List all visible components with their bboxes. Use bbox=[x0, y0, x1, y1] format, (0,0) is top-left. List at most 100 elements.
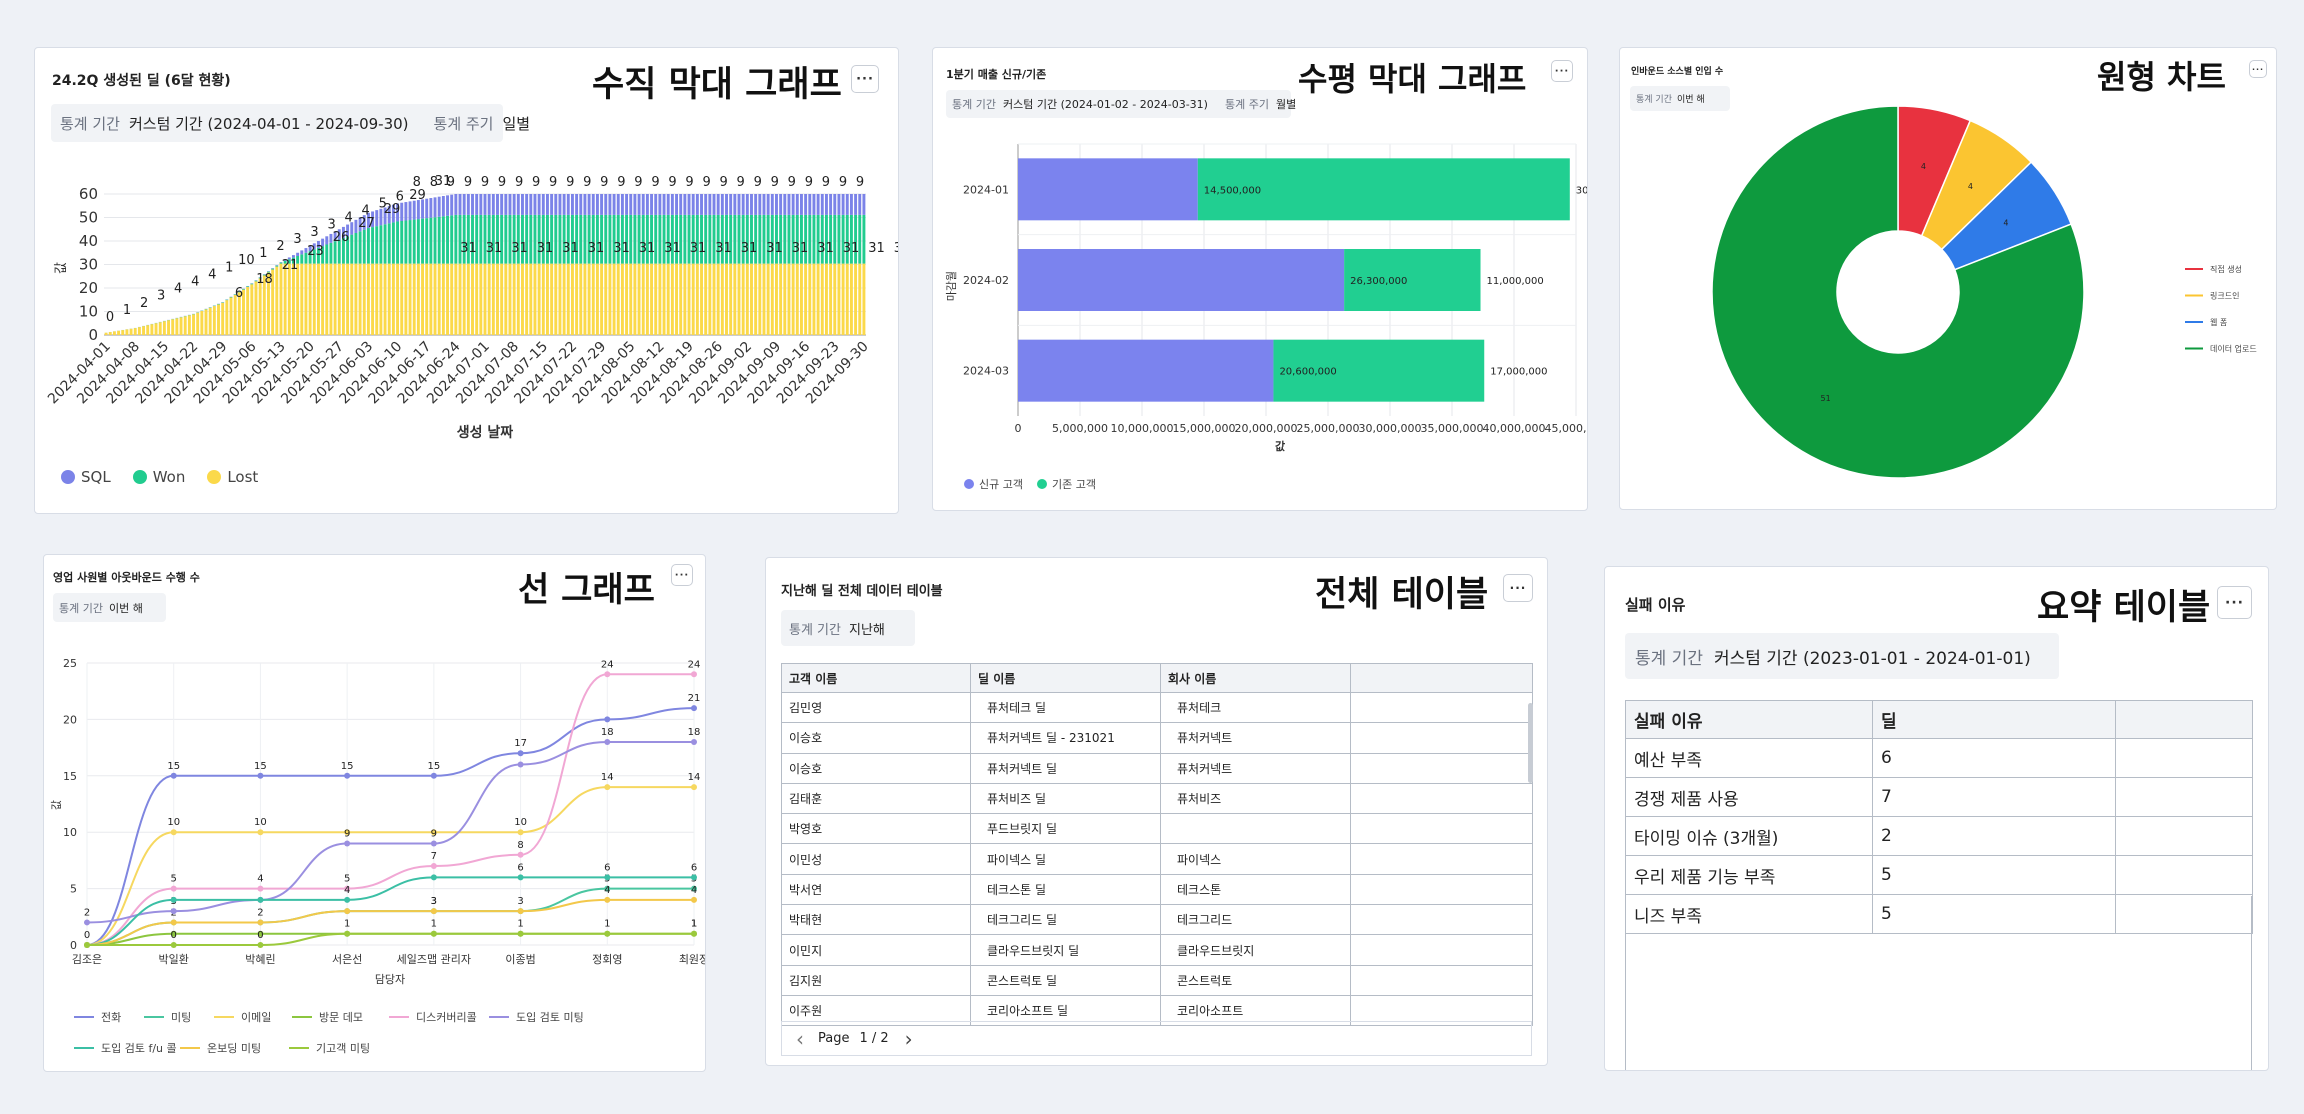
bar-sql bbox=[446, 195, 449, 216]
table-row[interactable]: 예산 부족 6 bbox=[1625, 738, 2253, 778]
deal-name-cell[interactable]: 푸드브릿지 딜 bbox=[970, 813, 1161, 845]
more-button[interactable]: ··· bbox=[1503, 574, 1533, 602]
empty-cell bbox=[1350, 964, 1533, 996]
deal-name-cell[interactable]: 퓨처커넥트 딜 bbox=[970, 752, 1161, 784]
y-tick-label: 50 bbox=[79, 209, 98, 227]
more-button[interactable]: ··· bbox=[851, 65, 879, 93]
deal-count-cell[interactable]: 6 bbox=[1872, 738, 2116, 778]
deal-count-cell[interactable]: 5 bbox=[1872, 894, 2116, 934]
header-deal-name[interactable]: 딜 이름 bbox=[970, 663, 1161, 693]
filter-bar[interactable]: 통계 기간 이번 해 bbox=[1630, 86, 1730, 111]
customer-name-cell[interactable]: 김태훈 bbox=[781, 782, 971, 815]
period-value[interactable]: 커스텀 기간 (2024-04-01 - 2024-09-30) bbox=[128, 114, 409, 133]
deal-name-cell[interactable]: 테크그리드 딜 bbox=[970, 904, 1161, 936]
pie-chart-card: 인바운드 소스별 인입 수 원형 차트 ··· 통계 기간 이번 해 4 4 4 51… bbox=[1619, 47, 2277, 510]
table-row[interactable]: 김지원 콘스트럭토 딜 콘스트럭토 bbox=[781, 964, 1533, 996]
cycle-value[interactable]: 일별 bbox=[502, 114, 531, 133]
bar-sql bbox=[833, 194, 837, 215]
header-company-name[interactable]: 회사 이름 bbox=[1160, 663, 1351, 693]
company-name-cell[interactable]: 클라우드브릿지 bbox=[1160, 934, 1351, 966]
table-row[interactable]: 박태현 테크그리드 딜 테크그리드 bbox=[781, 904, 1533, 936]
table-row[interactable]: 우리 제품 기능 부족 5 bbox=[1625, 855, 2253, 895]
series-point bbox=[430, 829, 437, 836]
customer-name-cell[interactable]: 김지원 bbox=[781, 964, 971, 996]
next-page-icon[interactable]: › bbox=[904, 1026, 913, 1051]
table-row[interactable]: 박영호 푸드브릿지 딜 bbox=[781, 813, 1533, 845]
company-name-cell[interactable]: 테크그리드 bbox=[1160, 904, 1351, 936]
filter-bar[interactable]: 통계 기간 커스텀 기간 (2024-04-01 - 2024-09-30) 통… bbox=[51, 104, 530, 142]
table-row[interactable]: 이승호 퓨처커넥트 딜 퓨처커넥트 bbox=[781, 752, 1533, 784]
customer-name-cell[interactable]: 이승호 bbox=[781, 752, 971, 784]
customer-name-cell[interactable]: 이민성 bbox=[781, 843, 971, 875]
bar-sql bbox=[683, 194, 687, 215]
bar-lost bbox=[441, 263, 445, 335]
failure-reason-cell[interactable]: 우리 제품 기능 부족 bbox=[1625, 855, 1873, 895]
prev-page-icon[interactable]: ‹ bbox=[796, 1026, 804, 1051]
more-button[interactable]: ··· bbox=[671, 564, 693, 586]
filter-bar[interactable]: 통계 기간 지난해 bbox=[781, 610, 915, 646]
period-value[interactable]: 이번 해 bbox=[1676, 95, 1705, 105]
deal-count-cell[interactable]: 5 bbox=[1872, 855, 2116, 895]
period-value[interactable]: 커스텀 기간 (2023-01-01 - 2024-01-01) bbox=[1713, 648, 2031, 669]
deal-name-cell[interactable]: 콘스트럭토 딜 bbox=[970, 964, 1161, 996]
period-value[interactable]: 커스텀 기간 (2024-01-02 - 2024-03-31) bbox=[1002, 98, 1208, 111]
customer-name-cell[interactable]: 박영호 bbox=[781, 813, 971, 845]
bar-lost bbox=[570, 263, 574, 335]
more-button[interactable]: ··· bbox=[2249, 60, 2267, 78]
failure-reason-cell[interactable]: 니즈 부족 bbox=[1625, 894, 1873, 934]
period-value[interactable]: 이번 해 bbox=[108, 601, 143, 615]
deal-name-cell[interactable]: 퓨처비즈 딜 bbox=[970, 782, 1161, 815]
bar-won bbox=[670, 214, 674, 264]
company-name-cell[interactable] bbox=[1160, 813, 1351, 845]
header-failure-reason[interactable]: 실패 이유 bbox=[1625, 700, 1873, 739]
cycle-value[interactable]: 월별 bbox=[1275, 98, 1297, 111]
deal-name-cell[interactable]: 퓨처커넥트 딜 - 231021 bbox=[970, 722, 1161, 754]
deal-name-cell[interactable]: 파이넥스 딜 bbox=[970, 843, 1161, 875]
table-row[interactable]: 타이밍 이슈 (3개월) 2 bbox=[1625, 816, 2253, 856]
empty-cell bbox=[2115, 777, 2253, 817]
period-value[interactable]: 지난해 bbox=[848, 622, 885, 638]
customer-name-cell[interactable]: 김민영 bbox=[781, 691, 971, 724]
company-name-cell[interactable]: 퓨처비즈 bbox=[1160, 782, 1351, 815]
deal-name-cell[interactable]: 테크스톤 딜 bbox=[970, 873, 1161, 906]
table-row[interactable]: 이승호 퓨처커넥트 딜 - 231021 퓨처커넥트 bbox=[781, 722, 1533, 754]
won-data-label: 31 bbox=[715, 241, 732, 256]
table-row[interactable]: 김태훈 퓨처비즈 딜 퓨처비즈 bbox=[781, 782, 1533, 815]
customer-name-cell[interactable]: 박서연 bbox=[781, 873, 971, 906]
table-row[interactable]: 니즈 부족 5 bbox=[1625, 894, 2253, 934]
table-row[interactable]: 김민영 퓨처테크 딜 퓨처테크 bbox=[781, 691, 1533, 724]
customer-name-cell[interactable]: 이승호 bbox=[781, 722, 971, 754]
bar-lost bbox=[229, 297, 233, 335]
failure-reason-cell[interactable]: 타이밍 이슈 (3개월) bbox=[1625, 816, 1873, 856]
bar-sql bbox=[358, 217, 362, 232]
table-scrollbar[interactable] bbox=[1528, 703, 1533, 783]
series-point bbox=[344, 772, 351, 779]
filter-bar[interactable]: 통계 기간 이번 해 bbox=[53, 593, 166, 622]
filter-bar[interactable]: 통계 기간 커스텀 기간 (2024-01-02 - 2024-03-31) 통… bbox=[946, 90, 1296, 118]
customer-name-cell[interactable]: 이민지 bbox=[781, 934, 971, 966]
deal-name-cell[interactable]: 퓨처테크 딜 bbox=[970, 691, 1161, 724]
table-row[interactable]: 이민지 클라우드브릿지 딜 클라우드브릿지 bbox=[781, 934, 1533, 966]
customer-name-cell[interactable]: 박태현 bbox=[781, 904, 971, 936]
company-name-cell[interactable]: 파이넥스 bbox=[1160, 843, 1351, 875]
company-name-cell[interactable]: 퓨처커넥트 bbox=[1160, 722, 1351, 754]
header-deal[interactable]: 딜 bbox=[1872, 700, 2116, 739]
company-name-cell[interactable]: 퓨처테크 bbox=[1160, 691, 1351, 724]
company-name-cell[interactable]: 테크스톤 bbox=[1160, 873, 1351, 906]
bar-lost bbox=[167, 320, 170, 335]
header-customer-name[interactable]: 고객 이름 bbox=[781, 663, 971, 693]
more-button[interactable]: ··· bbox=[2217, 586, 2252, 619]
filter-bar[interactable]: 통계 기간 커스텀 기간 (2023-01-01 - 2024-01-01) bbox=[1625, 633, 2059, 679]
table-row[interactable]: 박서연 테크스톤 딜 테크스톤 bbox=[781, 873, 1533, 906]
failure-reason-cell[interactable]: 경쟁 제품 사용 bbox=[1625, 777, 1873, 817]
company-name-cell[interactable]: 콘스트럭토 bbox=[1160, 964, 1351, 996]
table-row[interactable]: 경쟁 제품 사용 7 bbox=[1625, 777, 2253, 817]
deal-name-cell[interactable]: 클라우드브릿지 딜 bbox=[970, 934, 1161, 966]
more-button[interactable]: ··· bbox=[1551, 60, 1573, 82]
deal-count-cell[interactable]: 2 bbox=[1872, 816, 2116, 856]
table-row[interactable]: 이민성 파이넥스 딜 파이넥스 bbox=[781, 843, 1533, 875]
bar-lost bbox=[591, 263, 595, 335]
company-name-cell[interactable]: 퓨처커넥트 bbox=[1160, 752, 1351, 784]
deal-count-cell[interactable]: 7 bbox=[1872, 777, 2116, 817]
failure-reason-cell[interactable]: 예산 부족 bbox=[1625, 738, 1873, 778]
